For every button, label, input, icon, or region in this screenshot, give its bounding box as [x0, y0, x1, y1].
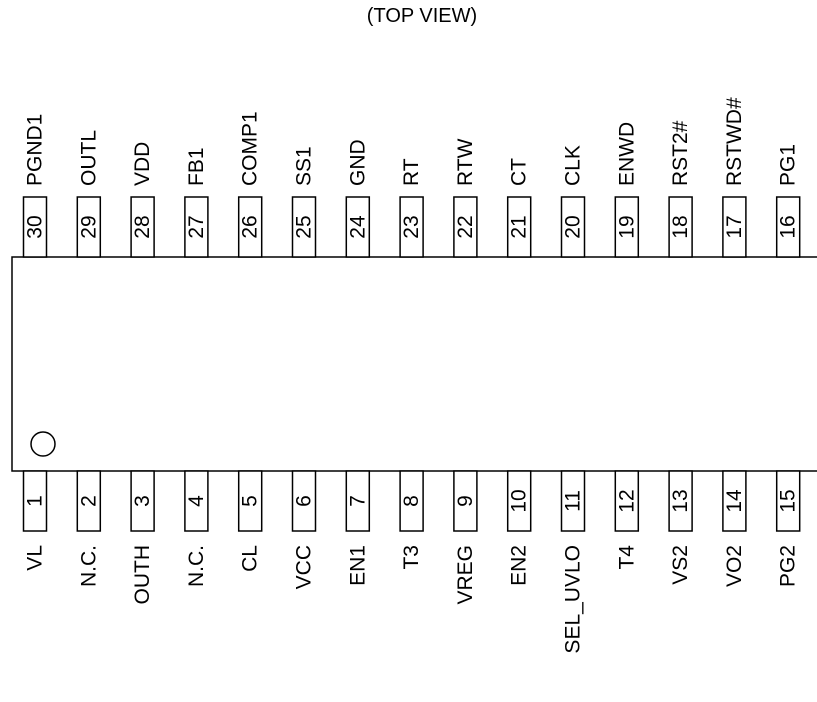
pin-bottom-box: [22, 470, 48, 532]
pin-number: 23: [400, 215, 423, 238]
pin-number: 7: [346, 495, 369, 507]
pin-top-box: [722, 196, 747, 258]
pin-bottom-box: [506, 470, 532, 532]
pin-bottom-box: [237, 470, 263, 532]
pin-number: 5: [239, 495, 262, 507]
pin-name: RTW: [454, 138, 477, 186]
pin-name: PG1: [777, 144, 800, 186]
pin-name: EN2: [508, 545, 531, 586]
pin-bottom-box: [775, 470, 801, 532]
pin-number: 13: [669, 489, 692, 512]
pin-top-box: [291, 196, 317, 258]
pin-bottom-box: [130, 470, 155, 532]
chip-body: [11, 256, 817, 472]
pin-number: 17: [723, 215, 746, 238]
pin-number: 10: [508, 489, 531, 512]
pin-number: 6: [293, 495, 316, 507]
pin-bottom-box: [453, 470, 478, 532]
pin-name: PGND1: [24, 114, 47, 186]
pin-number: 28: [131, 215, 154, 238]
pin-bottom-box: [184, 470, 209, 532]
pin-bottom-box: [345, 470, 371, 532]
pin-number: 26: [239, 215, 262, 238]
pin-name: GND: [346, 139, 369, 186]
pin-name: T3: [400, 545, 423, 570]
pin-number: 9: [454, 495, 477, 507]
pin-bottom-box: [76, 470, 102, 532]
pin-name: OUTH: [131, 545, 154, 605]
pin-number: 29: [77, 215, 100, 238]
pin-number: 3: [131, 495, 154, 507]
pin-name: SS1: [293, 146, 316, 186]
pin-bottom-box: [722, 470, 747, 532]
pin1-marker: [30, 431, 56, 457]
pin-name: VO2: [723, 545, 746, 587]
pin-bottom-box: [614, 470, 640, 532]
pin-bottom-box: [560, 470, 586, 532]
pin-bottom-box: [668, 470, 693, 532]
pin-name: RSTWD#: [723, 97, 746, 186]
pin-number: 16: [777, 215, 800, 238]
pin-number: 12: [615, 489, 638, 512]
pin-top-box: [614, 196, 640, 258]
pin-top-box: [668, 196, 693, 258]
pin-name: VS2: [669, 545, 692, 585]
pin-top-box: [76, 196, 102, 258]
pin-number: 18: [669, 215, 692, 238]
pin-top-box: [22, 196, 48, 258]
pin-top-box: [775, 196, 801, 258]
pin-top-box: [453, 196, 478, 258]
bottom-pin-row: 1 VL 2 N.C. 3 OUTH 4 N.C. 5 CL 6 VCC 7 EN1 8 T3 9 VREG 10 E…: [22, 470, 801, 654]
pin-number: 27: [185, 215, 208, 238]
pin-top-box: [130, 196, 155, 258]
pin-name: RST2#: [669, 120, 692, 186]
pin-name: VREG: [454, 545, 477, 605]
pin-top-box: [399, 196, 424, 258]
pin-name: SEL_UVLO: [562, 545, 585, 654]
pin-number: 14: [723, 489, 746, 513]
pin-number: 21: [508, 215, 531, 238]
pin-number: 11: [562, 490, 585, 512]
pin-top-box: [237, 196, 263, 258]
pin-number: 24: [346, 215, 369, 239]
pin-top-box: [506, 196, 532, 258]
pin-number: 2: [77, 495, 100, 507]
pin-bottom-box: [291, 470, 317, 532]
pin-name: N.C.: [185, 545, 208, 587]
pin-name: ENWD: [615, 122, 638, 186]
pin-number: 25: [293, 215, 316, 238]
pin-name: FB1: [185, 147, 208, 186]
pin-number: 22: [454, 215, 477, 238]
pin-top-box: [560, 196, 586, 258]
pin-name: PG2: [777, 545, 800, 587]
view-label: (TOP VIEW): [367, 5, 477, 27]
pin-number: 19: [615, 215, 638, 238]
top-pin-row: 30 PGND1 29 OUTL 28 VDD 27 FB1 26 COMP1 25 SS1 24 GND…: [22, 97, 801, 258]
pin-number: 30: [24, 215, 47, 238]
pin-name: T4: [615, 545, 638, 570]
pin-name: OUTL: [77, 130, 100, 186]
pin-number: 20: [562, 215, 585, 238]
pin-bottom-box: [399, 470, 424, 532]
pin-number: 15: [777, 489, 800, 512]
pin-name: CT: [508, 158, 531, 186]
pin-number: 8: [400, 495, 423, 507]
pin-name: VL: [24, 545, 47, 571]
pin-top-box: [345, 196, 371, 258]
pin-name: CLK: [562, 145, 585, 186]
pin-name: N.C.: [77, 545, 100, 587]
pin-name: COMP1: [239, 111, 262, 186]
pin-number: 4: [185, 495, 208, 507]
pin-name: CL: [239, 545, 262, 572]
pin-name: RT: [400, 158, 423, 186]
pin-top-box: [184, 196, 209, 258]
pin-name: EN1: [346, 545, 369, 586]
pin-name: VCC: [293, 545, 316, 589]
pin-name: VDD: [131, 142, 154, 186]
pin-number: 1: [24, 495, 47, 507]
